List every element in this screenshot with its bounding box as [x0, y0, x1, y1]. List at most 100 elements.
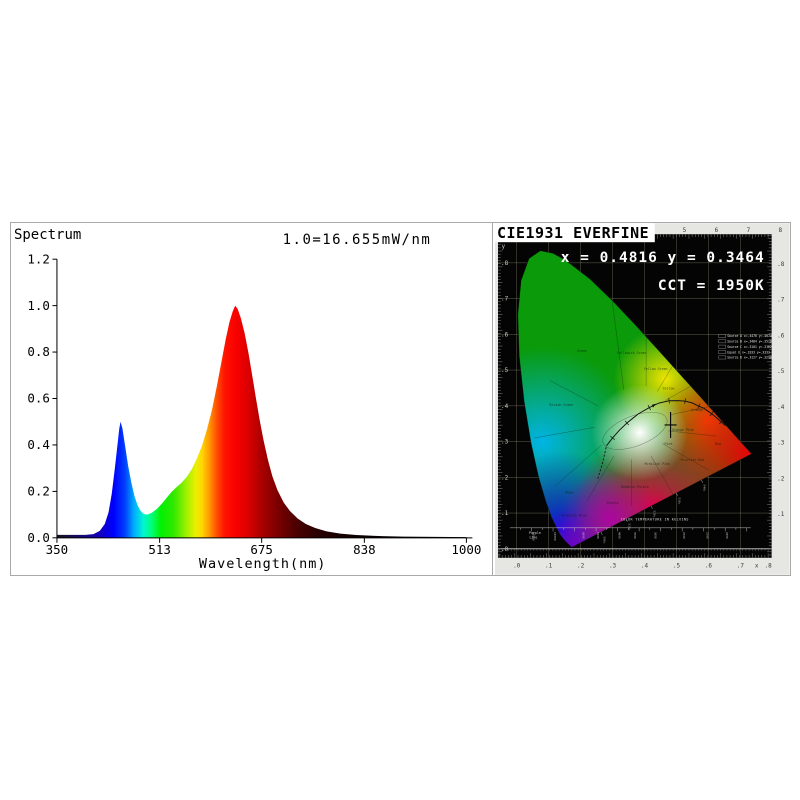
- region-label: Yellowish Green: [617, 351, 647, 355]
- iso-temp-tick: [648, 404, 652, 411]
- cie-left-tick-label: .3: [501, 439, 509, 446]
- x-tick-label: 675: [250, 542, 273, 557]
- region-boundary: [555, 444, 602, 487]
- cie-bottom-tick-label: .7: [737, 562, 745, 569]
- cie-xy-readout: x = 0.4816 y = 0.3464: [561, 250, 765, 266]
- purple-line-tick: [701, 479, 704, 483]
- legend-swatch: [718, 334, 727, 338]
- x-tick-label: 350: [46, 542, 69, 557]
- cct-scale-label: 3000: [654, 532, 658, 539]
- region-boundary: [550, 380, 599, 407]
- cct-scale-label: 6000: [582, 532, 586, 539]
- spectrum-title: Spectrum: [14, 227, 81, 243]
- y-tick-label: 0.0: [27, 530, 50, 545]
- legend-row: Source C x=.3101 y=.3162: [728, 345, 773, 349]
- legend-row: Source B x=.3484 y=.3516: [728, 339, 773, 343]
- iso-temp-tick: [710, 411, 714, 417]
- iso-temp-tick: [697, 403, 701, 409]
- region-boundary: [587, 455, 615, 501]
- cie-title: CIE1931 EVERFINE: [497, 224, 649, 242]
- purple-line-tick-label: 520c: [653, 510, 657, 517]
- planckian-locus-dashed: [597, 445, 608, 479]
- cct-scale-label: 2200: [706, 532, 710, 539]
- purple-line-tick-label: 530c: [678, 497, 682, 504]
- cie-left-tick-label: .1: [501, 510, 509, 517]
- cie-right-tick-label: .8: [778, 261, 786, 268]
- iso-temp-tick: [668, 397, 671, 404]
- cie-bottom-tick-label: .8: [765, 562, 773, 569]
- cie-right-tick-label: .4: [778, 404, 786, 411]
- region-label: Purplish Blue: [562, 514, 588, 518]
- region-label: Reddish Purple: [621, 485, 649, 489]
- purple-line-label: Purple: [529, 531, 541, 535]
- region-label: Red: [715, 442, 721, 446]
- cie-bottom-tick-label: .2: [577, 562, 585, 569]
- white-region-boundary: [602, 412, 668, 450]
- cie-left-tick-label: .6: [501, 331, 509, 338]
- purple-line-label: Line: [530, 535, 538, 539]
- cie-left-tick-label: .5: [501, 367, 509, 374]
- cie-right-tick-label: .5: [778, 368, 786, 375]
- cie-left-tick-label: .4: [501, 403, 509, 410]
- legend-row: Source D x=.3127 y=.3290: [728, 356, 773, 360]
- instrument-report: 1.2 1.0 0.8 0.6 0.4 0.2 0.0 350 513 675 838 1000 Sp…: [10, 222, 791, 576]
- cct-scale-label: 2500: [683, 532, 687, 539]
- cie-bottom-tick-label: .1: [545, 562, 553, 569]
- purple-line-tick: [651, 505, 654, 509]
- iso-temp-tick: [610, 435, 616, 441]
- purple-line-tick-label: 510c: [628, 524, 632, 531]
- legend-row: Source A x=.4476 y=.4074: [728, 334, 773, 338]
- cie-top-tick-label: 5: [683, 227, 687, 234]
- purple-line-tick-label: 500c: [603, 537, 607, 544]
- color-temperature-scale-label: COLOR TEMPERATURE IN KELVINS: [621, 517, 689, 521]
- x-tick-label: 1000: [451, 542, 481, 557]
- region-boundary: [651, 455, 678, 501]
- y-tick-label: 1.2: [27, 251, 50, 266]
- cct-scale-label: 10000: [553, 532, 557, 541]
- region-label: Bluish Green: [550, 403, 574, 407]
- y-tick-label: 0.6: [27, 391, 50, 406]
- iso-temp-tick: [625, 420, 630, 426]
- cie-top-tick-label: 6: [715, 227, 719, 234]
- region-label: Yellow: [663, 387, 675, 391]
- cie-left-tick-label: .2: [501, 474, 509, 481]
- cie-x-axis-title: x: [755, 562, 759, 569]
- iso-temp-tick: [719, 419, 724, 425]
- spectral-locus-outline: [517, 250, 753, 548]
- region-label: Purplish Red: [681, 458, 705, 462]
- planckian-locus: [606, 400, 727, 447]
- cct-scale-label: 5000: [596, 532, 600, 539]
- spectrum-scale-note: 1.0=16.655mW/nm: [283, 232, 432, 248]
- x-tick-label: 838: [353, 542, 376, 557]
- cct-scale-label: 2000: [726, 532, 730, 539]
- region-boundary: [670, 405, 714, 416]
- y-tick-label: 0.2: [27, 484, 50, 499]
- region-label: Purplish Pink: [645, 462, 671, 466]
- cie-right-tick-label: .1: [778, 511, 786, 518]
- y-tick-label: 1.0: [27, 298, 50, 313]
- cie-left-tick-label: .0: [501, 546, 509, 553]
- region-label: Pink: [665, 442, 673, 446]
- region-boundary: [668, 430, 717, 437]
- cct-scale-label: 4000: [618, 532, 622, 539]
- legend-row: Equal E x=.3333 y=.3333: [728, 350, 771, 354]
- region-label: Yellow Green: [644, 367, 668, 371]
- legend-swatch: [718, 350, 727, 354]
- panel-divider: [492, 223, 496, 575]
- legend-swatch: [718, 339, 727, 344]
- cie-geometry: y.8.7.6.5.4.3.2.1.045678.8.7.6.5.4.3.2.1…: [495, 223, 790, 575]
- x-tick-label: 513: [148, 542, 171, 557]
- purple-line-tick: [601, 532, 603, 535]
- cie-right-tick-label: .6: [778, 332, 786, 339]
- region-boundary: [662, 443, 709, 471]
- region-label: Purple: [607, 501, 619, 505]
- cie1931-chart: y.8.7.6.5.4.3.2.1.045678.8.7.6.5.4.3.2.1…: [495, 223, 790, 575]
- cie-bottom-tick-label: .0: [513, 562, 521, 569]
- region-label: Orange: [692, 408, 704, 412]
- cie-right-tick-label: .7: [778, 297, 786, 304]
- locus-arrow: [652, 403, 657, 408]
- spectrum-area: [56, 305, 467, 538]
- region-label: Orange Pink: [672, 428, 694, 432]
